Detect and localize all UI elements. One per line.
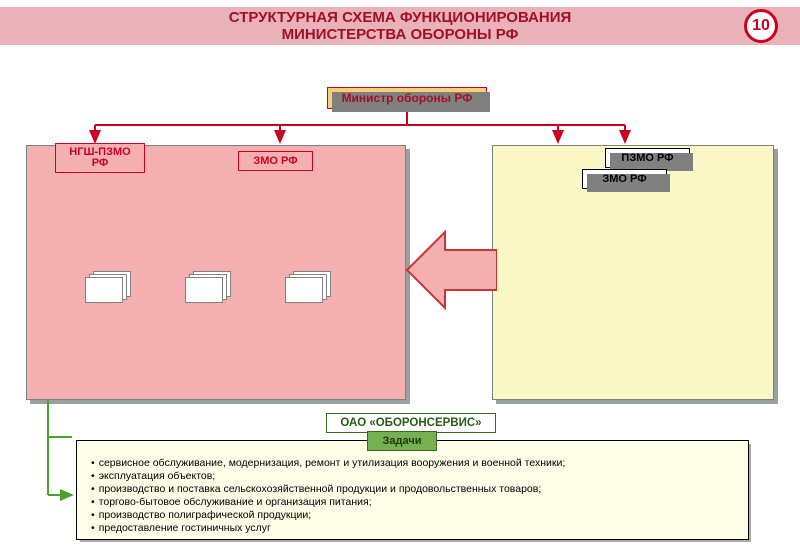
bottom-task-item: предоставление гостиничных услуг <box>91 522 738 535</box>
zmo-right-label: ЗМО РФ <box>602 173 646 185</box>
slide-number-badge: 10 <box>744 9 778 43</box>
zmo-right-box: ЗМО РФ <box>582 169 667 189</box>
oboronservice-label: ОАО «ОБОРОНСЕРВИС» <box>340 417 481 429</box>
slide-title: СТРУКТУРНАЯ СХЕМА ФУНКЦИОНИРОВАНИЯ МИНИС… <box>0 7 800 45</box>
pzmo-box: ПЗМО РФ <box>605 148 690 168</box>
minister-box: Министр обороны РФ <box>327 87 487 109</box>
slide-number: 10 <box>752 17 770 35</box>
bottom-task-item: эксплуатация объектов; <box>91 470 738 483</box>
ngsh-box: НГШ-ПЗМО РФ <box>55 143 145 173</box>
minister-label: Министр обороны РФ <box>342 91 473 105</box>
zmo-left-box: ЗМО РФ <box>238 151 313 171</box>
bottom-task-item: производство полиграфической продукции; <box>91 509 738 522</box>
bottom-tasks-list: сервисное обслуживание, модернизация, ре… <box>77 441 748 539</box>
title-line-2: МИНИСТЕРСТВА ОБОРОНЫ РФ <box>0 26 800 43</box>
bottom-tasks-box: Задачи <box>367 431 437 451</box>
bottom-task-item: торгово-бытовое обслуживание и организац… <box>91 496 738 509</box>
doc-stack-1 <box>85 277 131 305</box>
doc-stack-2 <box>185 277 231 305</box>
bottom-panel: Задачи сервисное обслуживание, модерниза… <box>76 440 749 540</box>
doc-stack-3 <box>285 277 331 305</box>
title-line-1: СТРУКТУРНАЯ СХЕМА ФУНКЦИОНИРОВАНИЯ <box>0 9 800 26</box>
ngsh-label: НГШ-ПЗМО РФ <box>69 146 130 169</box>
bottom-task-item: сервисное обслуживание, модернизация, ре… <box>91 457 738 470</box>
pzmo-label: ПЗМО РФ <box>621 152 673 164</box>
oboronservice-box: ОАО «ОБОРОНСЕРВИС» <box>326 413 496 433</box>
bottom-tasks-label: Задачи <box>383 435 422 447</box>
big-arrow-left-icon <box>405 230 497 310</box>
zmo-left-label: ЗМО РФ <box>253 155 297 167</box>
bottom-task-item: производство и поставка сельскохозяйстве… <box>91 483 738 496</box>
